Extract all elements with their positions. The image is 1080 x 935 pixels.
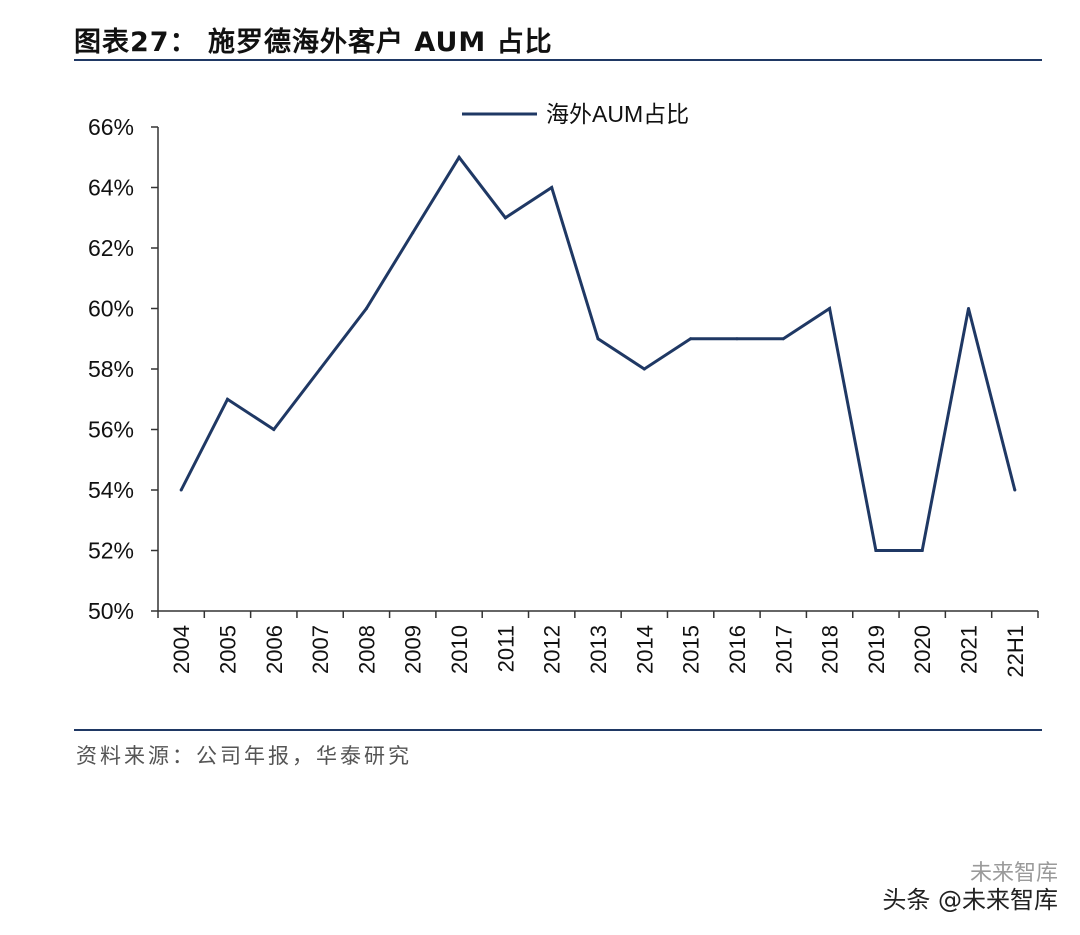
data-point (272, 428, 276, 431)
x-tick-label: 2010 (447, 625, 472, 674)
x-tick-label: 2016 (725, 625, 750, 674)
data-point (642, 367, 646, 371)
data-point (411, 231, 415, 235)
y-tick-label: 52% (88, 538, 134, 564)
data-point (457, 155, 461, 159)
data-point (596, 337, 600, 341)
x-axis: 2004 2005 2006 2007 2008 2009 2010 2011 2012 2013… (157, 610, 1039, 678)
data-point (550, 186, 554, 189)
source-rule (74, 729, 1042, 731)
legend-label: 海外AUM占比 (546, 101, 689, 127)
data-point (1013, 488, 1017, 492)
x-tick-label: 2007 (308, 625, 333, 674)
x-tick-label: 2004 (169, 625, 194, 674)
y-tick-label: 66% (88, 114, 134, 140)
x-tick-label: 2006 (262, 625, 287, 674)
x-tick-label: 2021 (957, 625, 982, 674)
title-rule (74, 59, 1042, 61)
data-point (828, 307, 832, 310)
data-point (318, 367, 322, 371)
data-point (689, 337, 693, 341)
y-tick-label: 58% (88, 356, 134, 382)
x-tick-label: 2011 (493, 625, 518, 672)
x-tick-label: 2013 (586, 625, 611, 674)
x-tick-label: 2014 (632, 625, 657, 674)
source-note: 资料来源：公司年报，华泰研究 (76, 744, 412, 768)
watermark-logo-text: 未来智库 (969, 861, 1058, 886)
x-tick-label: 22H1 (1003, 625, 1028, 678)
watermark: 未来智库 头条 @未来智库 (882, 861, 1058, 915)
x-tick-label: 2009 (401, 625, 426, 674)
x-tick-label: 2020 (910, 625, 935, 674)
watermark-text: 头条 @未来智库 (882, 886, 1058, 914)
y-tick-label: 64% (88, 175, 134, 201)
data-point (874, 549, 878, 552)
data-point (920, 549, 924, 552)
series-line (179, 154, 1017, 552)
x-tick-label: 2012 (540, 625, 565, 674)
y-tick-label: 56% (88, 417, 134, 443)
data-point (781, 337, 785, 341)
x-tick-label: 2005 (215, 625, 240, 674)
y-tick-label: 62% (88, 235, 134, 261)
line-chart: 50% 52% 54% 56% 58% 60% 62% 64% 66% 2004 2005 2006… (88, 101, 1039, 678)
x-tick-label: 2008 (354, 625, 379, 674)
data-point (225, 397, 229, 401)
x-tick-label: 2018 (818, 625, 843, 674)
figure-title: 图表27： 施罗德海外客户 AUM 占比 (74, 27, 553, 58)
data-point (735, 337, 739, 341)
y-tick-label: 54% (88, 477, 134, 503)
x-tick-label: 2015 (679, 625, 704, 674)
data-point (179, 488, 183, 492)
x-tick-label: 2019 (864, 625, 889, 674)
y-tick-label: 50% (88, 598, 134, 624)
x-tick-label: 2017 (771, 625, 796, 674)
y-axis: 50% 52% 54% 56% 58% 60% 62% 64% 66% (88, 114, 159, 624)
data-point (967, 307, 971, 310)
data-point (364, 307, 368, 310)
y-tick-label: 60% (88, 296, 134, 322)
data-point (503, 216, 507, 220)
legend: 海外AUM占比 (462, 101, 689, 127)
series-group (179, 154, 1017, 552)
